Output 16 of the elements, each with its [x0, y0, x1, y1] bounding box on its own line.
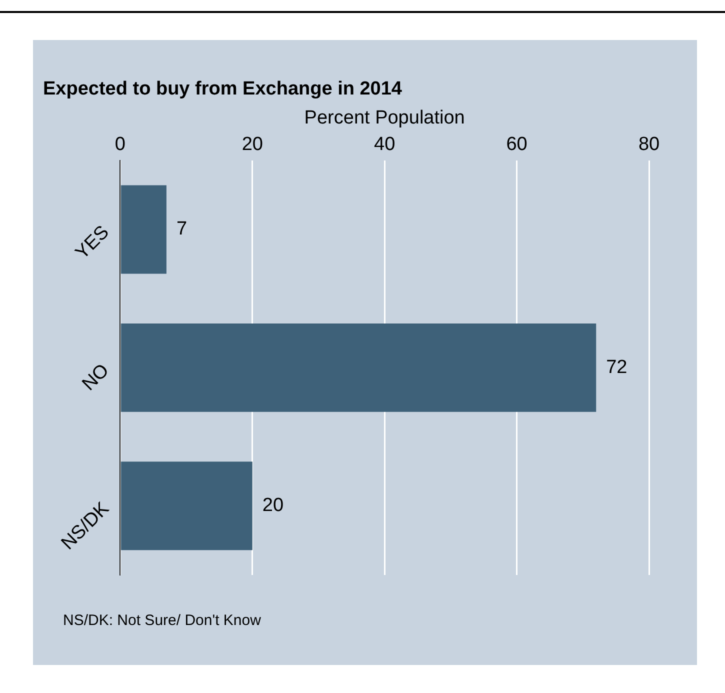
x-tick-label: 60 — [506, 134, 528, 156]
x-tick-label: 40 — [374, 134, 396, 156]
bar — [120, 185, 166, 274]
x-tick-label: 0 — [114, 134, 126, 156]
x-tick-label: 20 — [242, 134, 263, 156]
x-axis-title: Percent Population — [304, 107, 465, 128]
x-tick-label: 80 — [638, 134, 660, 156]
bar — [120, 462, 252, 550]
y-tick-label: YES — [72, 222, 114, 264]
data-label: 7 — [176, 218, 188, 240]
bar — [120, 323, 596, 412]
text: NS/DK: Not Sure/ Don't Know — [63, 612, 261, 629]
data-label: 20 — [262, 495, 284, 516]
data-label: 72 — [606, 356, 628, 378]
chart-title: Expected to buy from Exchange in 2014 — [43, 78, 402, 100]
y-tick-label: NO — [78, 360, 114, 396]
